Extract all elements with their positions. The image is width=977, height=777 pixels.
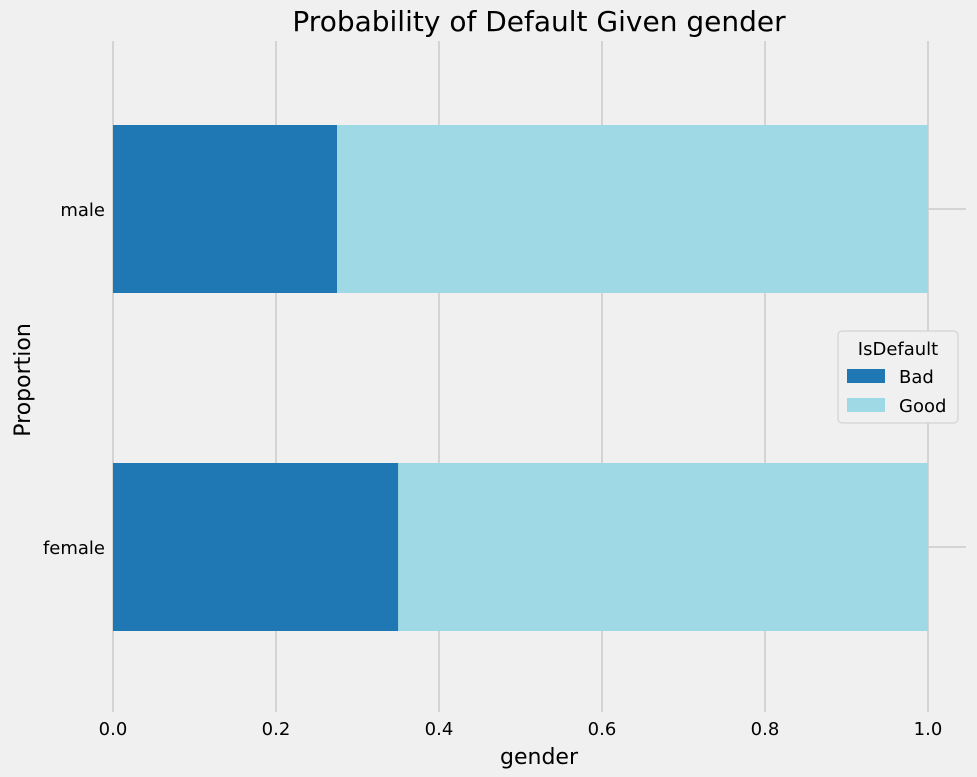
legend-label-bad: Bad: [899, 367, 934, 388]
x-axis-label: gender: [500, 745, 579, 770]
bar-female-good: [398, 463, 928, 631]
y-tick-label-male: male: [60, 200, 105, 221]
x-tick-label-3: 0.6: [588, 719, 617, 740]
x-tick-label-1: 0.2: [262, 719, 291, 740]
legend-title: IsDefault: [858, 339, 938, 360]
y-tick-label-female: female: [43, 538, 105, 559]
bar-female-bad: [113, 463, 399, 631]
legend-label-good: Good: [899, 396, 946, 417]
bar-male-bad: [113, 125, 338, 293]
legend-swatch-good: [847, 398, 885, 412]
x-tick-labels: 0.0 0.2 0.4 0.6 0.8 1.0: [99, 719, 943, 740]
x-tick-label-0: 0.0: [99, 719, 128, 740]
bar-male-good: [337, 125, 928, 293]
bars: [113, 125, 928, 631]
chart-title: Probability of Default Given gender: [292, 5, 786, 38]
y-tick-labels: female male: [43, 200, 105, 559]
legend-swatch-bad: [847, 369, 885, 383]
x-tick-label-2: 0.4: [425, 719, 454, 740]
legend: IsDefault Bad Good: [837, 330, 959, 424]
x-tick-label-4: 0.8: [751, 719, 780, 740]
y-axis-label: Proportion: [11, 323, 36, 437]
x-tick-label-5: 1.0: [914, 719, 943, 740]
